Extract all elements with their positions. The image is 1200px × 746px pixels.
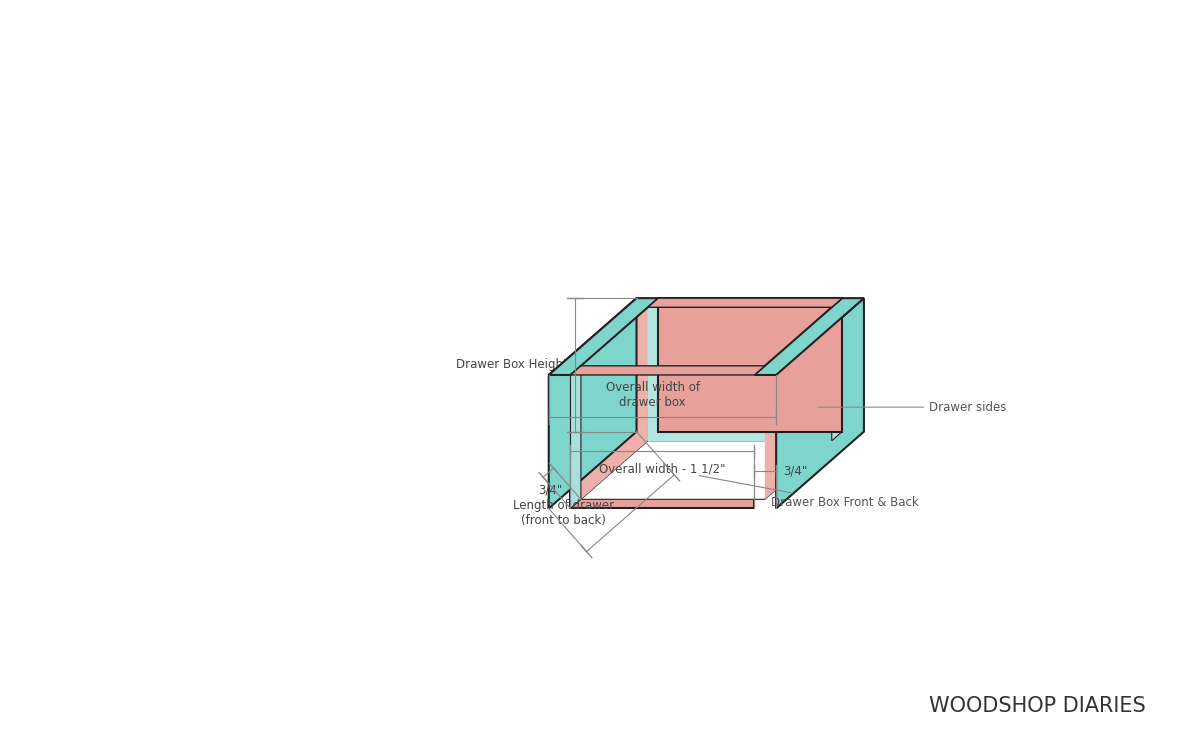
Text: Overall width - 1 1/2": Overall width - 1 1/2" bbox=[599, 463, 726, 475]
Text: Drawer sides: Drawer sides bbox=[818, 401, 1007, 413]
Text: Drawer Box Height: Drawer Box Height bbox=[456, 358, 568, 372]
Text: Overall width of
drawer box: Overall width of drawer box bbox=[606, 380, 700, 409]
Polygon shape bbox=[648, 307, 832, 441]
Polygon shape bbox=[570, 375, 755, 509]
Polygon shape bbox=[776, 298, 864, 509]
Text: 3/4": 3/4" bbox=[539, 484, 563, 497]
Text: Drawer Box Front & Back: Drawer Box Front & Back bbox=[700, 476, 918, 510]
Polygon shape bbox=[570, 366, 581, 509]
Polygon shape bbox=[581, 307, 648, 499]
Text: 3/4": 3/4" bbox=[784, 464, 808, 477]
Polygon shape bbox=[548, 298, 659, 375]
Polygon shape bbox=[659, 298, 842, 432]
Text: WOODSHOP DIARIES: WOODSHOP DIARIES bbox=[929, 696, 1146, 716]
Text: Length of drawer
(front to back): Length of drawer (front to back) bbox=[512, 499, 613, 527]
Polygon shape bbox=[755, 298, 864, 375]
Polygon shape bbox=[764, 307, 832, 499]
Polygon shape bbox=[581, 441, 832, 499]
Polygon shape bbox=[548, 298, 636, 509]
Polygon shape bbox=[648, 298, 842, 307]
Polygon shape bbox=[570, 366, 764, 375]
Polygon shape bbox=[832, 298, 842, 441]
